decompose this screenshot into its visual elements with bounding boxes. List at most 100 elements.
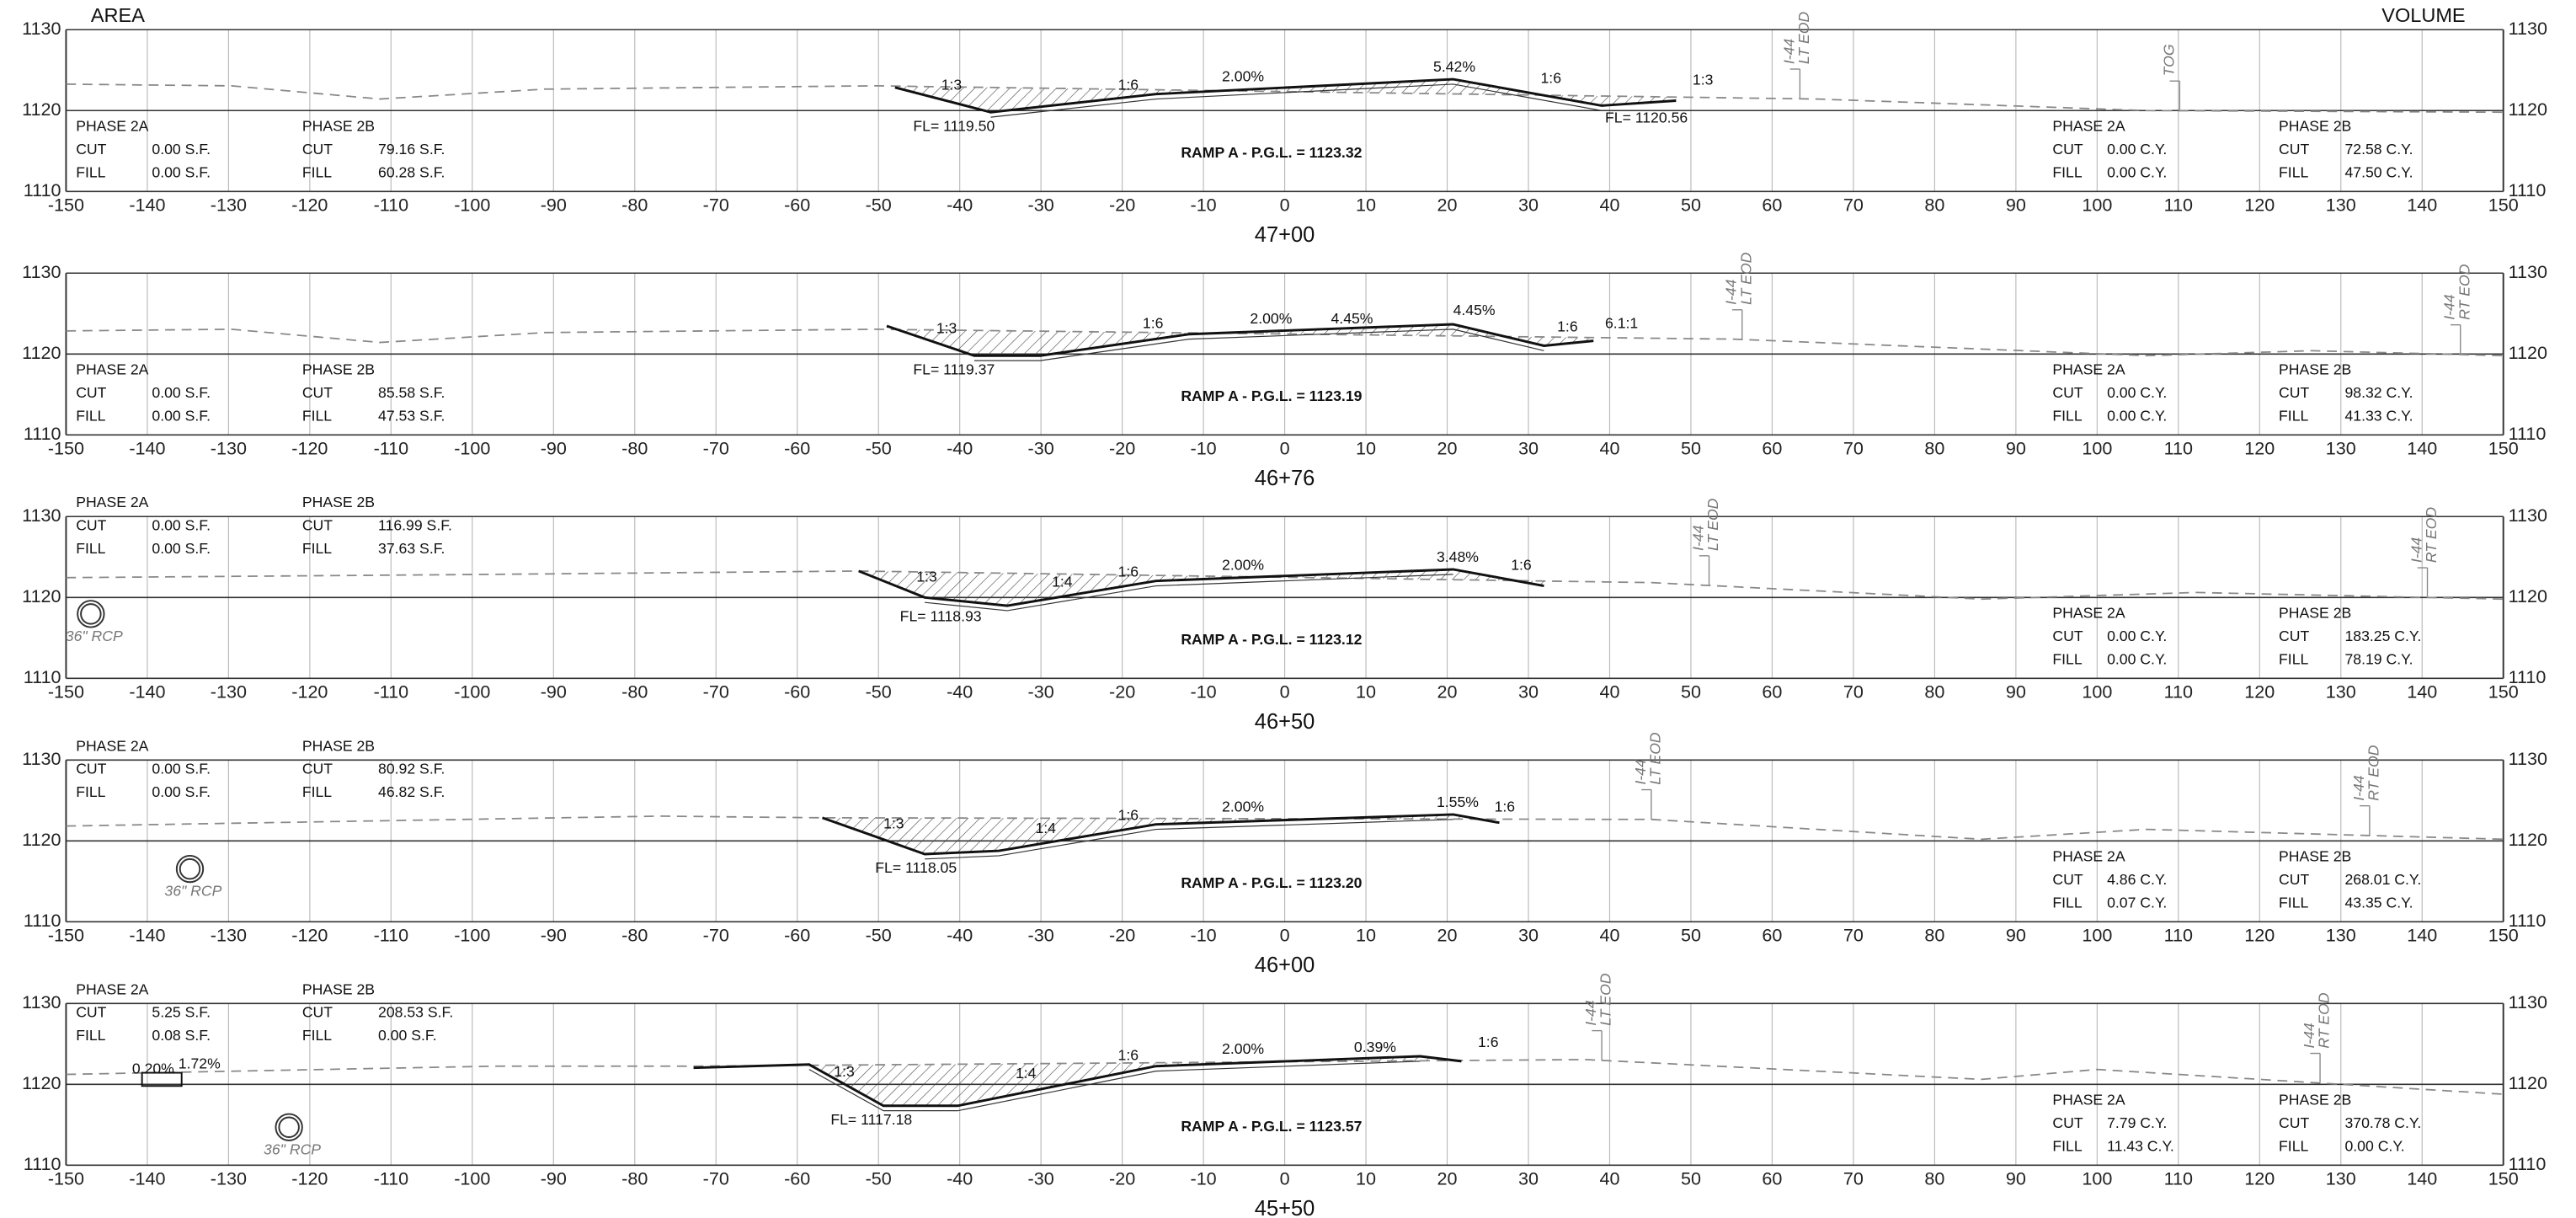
offset-label: -30 <box>1028 1168 1054 1189</box>
offset-label: 120 <box>2244 681 2275 702</box>
cut-label: CUT <box>2279 384 2309 401</box>
phase-label: PHASE 2A <box>76 361 148 378</box>
offset-label: -40 <box>947 1168 973 1189</box>
offset-label: -90 <box>541 681 567 702</box>
phase-label: PHASE 2B <box>302 118 375 135</box>
elevation-label: 1130 <box>2509 748 2547 769</box>
fill-value: 41.33 C.Y. <box>2344 407 2413 424</box>
offset-label: 140 <box>2407 195 2437 216</box>
fill-label: FILL <box>2052 650 2082 667</box>
cut-label: CUT <box>76 384 106 401</box>
station-label: 46+76 <box>1255 467 1315 490</box>
offset-label: 20 <box>1437 681 1458 702</box>
fill-label: FILL <box>76 163 105 180</box>
subgrade <box>925 819 1453 860</box>
cut-value: 79.16 S.F. <box>378 141 445 158</box>
subgrade <box>990 83 1603 118</box>
pgl-label: RAMP A - P.G.L. = 1123.20 <box>1181 874 1362 891</box>
offset-label: -40 <box>947 925 973 946</box>
offset-label: 90 <box>2006 925 2026 946</box>
slope-label: 2.00% <box>1222 68 1264 85</box>
flowline-label: FL= 1119.37 <box>913 361 995 378</box>
offset-label: 30 <box>1518 925 1539 946</box>
section-panel: -150 -140 -130 -120 -110 -100 -90 -80 -70 -60 -50-… <box>22 991 2547 1189</box>
cut-label: CUT <box>2052 1114 2083 1131</box>
offset-label: 40 <box>1599 681 1619 702</box>
offset-label: -60 <box>784 195 810 216</box>
headwall <box>141 1071 183 1087</box>
offset-label: 50 <box>1681 1168 1701 1189</box>
callout-text: RT EOD <box>2423 507 2440 564</box>
flowline-label: FL= 1118.05 <box>875 859 957 876</box>
offset-label: 100 <box>2082 195 2112 216</box>
elevation-label: 1110 <box>24 910 61 931</box>
offset-label: 60 <box>1762 681 1782 702</box>
elevation-label: 1130 <box>2509 261 2547 282</box>
callout-text: LT EOD <box>1795 12 1812 65</box>
offset-label: -110 <box>374 925 409 946</box>
offset-label: 120 <box>2244 438 2275 459</box>
offset-label: -20 <box>1109 925 1135 946</box>
offset-label: 50 <box>1681 925 1701 946</box>
pipe-outer <box>275 1113 303 1141</box>
offset-label: 150 <box>2488 925 2519 946</box>
phase-label: PHASE 2A <box>76 980 148 997</box>
phase-label: PHASE 2B <box>2279 1092 2351 1108</box>
elevation-label: 1130 <box>22 748 61 769</box>
pipe-inner <box>278 1116 300 1138</box>
offset-label: 70 <box>1843 681 1864 702</box>
offset-label: -150 <box>48 681 84 702</box>
slope-label: 1:6 <box>1495 799 1516 815</box>
slope-label: 1:6 <box>1541 70 1562 87</box>
offset-label: 60 <box>1762 1168 1782 1189</box>
slope-label: 1:4 <box>1052 573 1073 590</box>
area-heading: AREA <box>91 4 145 26</box>
offset-label: -130 <box>211 681 247 702</box>
offset-label: -150 <box>48 1168 84 1189</box>
offset-label: -90 <box>541 438 567 459</box>
offset-label: -120 <box>291 681 328 702</box>
phase-label: PHASE 2B <box>2279 848 2351 865</box>
offset-label: 120 <box>2244 1168 2275 1189</box>
station-label: 46+50 <box>1255 710 1315 734</box>
slope-label: 3.48% <box>1437 548 1479 565</box>
slope-label: 1:3 <box>916 568 937 585</box>
offset-label: 30 <box>1518 195 1539 216</box>
station-label: 45+50 <box>1255 1197 1315 1218</box>
offset-label: -80 <box>621 1168 648 1189</box>
offset-label: 10 <box>1356 925 1376 946</box>
flowline-label: FL= 1119.50 <box>913 118 995 135</box>
slope-label: 1:6 <box>1118 564 1139 580</box>
offset-label: 150 <box>2488 195 2519 216</box>
station-label: 47+00 <box>1255 223 1315 247</box>
fill-value: 0.00 C.Y. <box>2107 650 2167 667</box>
slope-label: 1:3 <box>941 77 963 93</box>
offset-label: -30 <box>1028 925 1054 946</box>
offset-label: -10 <box>1191 195 1217 216</box>
cut-value: 72.58 C.Y. <box>2344 141 2413 158</box>
offset-label: 140 <box>2407 1168 2437 1189</box>
pipe-outer <box>175 854 205 884</box>
offset-label: -100 <box>454 195 490 216</box>
offset-label: 80 <box>1924 195 1944 216</box>
offset-label: -10 <box>1191 1168 1217 1189</box>
offset-label: -40 <box>947 681 973 702</box>
phase-label: PHASE 2A <box>76 494 148 510</box>
phase-label: PHASE 2A <box>2052 361 2125 378</box>
offset-label: -20 <box>1109 195 1135 216</box>
slope-label: 1:6 <box>1557 318 1578 335</box>
fill-label: FILL <box>76 1027 105 1044</box>
offset-label: -10 <box>1191 681 1217 702</box>
offset-label: 150 <box>2488 1168 2519 1189</box>
fill-label: FILL <box>2279 650 2308 667</box>
slope-label: 5.42% <box>1433 58 1475 75</box>
offset-label: -10 <box>1191 925 1217 946</box>
proposed-section <box>894 77 1677 114</box>
offset-label: -120 <box>291 438 328 459</box>
fill-value: 0.00 C.Y. <box>2107 407 2167 424</box>
offset-label: 50 <box>1681 195 1701 216</box>
offset-label: 10 <box>1356 438 1376 459</box>
fill-value: 78.19 C.Y. <box>2344 650 2413 667</box>
fill-value: 47.53 S.F. <box>378 407 445 424</box>
cut-value: 370.78 C.Y. <box>2344 1114 2421 1131</box>
